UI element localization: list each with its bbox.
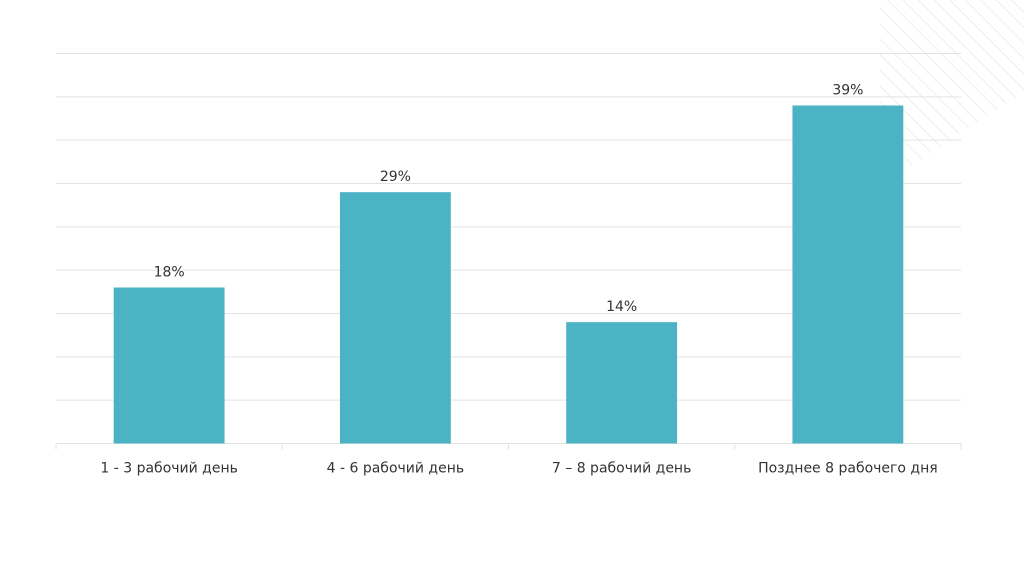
bar <box>566 322 678 444</box>
data-label: 18% <box>154 265 185 281</box>
x-tick-label: 4 - 6 рабочий день <box>327 461 465 477</box>
data-label: 39% <box>832 83 863 99</box>
bar <box>339 192 451 444</box>
x-tick-label: Позднее 8 рабочего дня <box>758 461 938 477</box>
data-label: 29% <box>380 169 411 185</box>
x-tick-label: 1 - 3 рабочий день <box>100 461 238 477</box>
decorative-stripes <box>880 0 1024 165</box>
data-label: 14% <box>606 299 637 315</box>
bar <box>792 105 904 444</box>
bar <box>113 287 225 444</box>
x-tick-label: 7 – 8 рабочий день <box>552 461 691 477</box>
